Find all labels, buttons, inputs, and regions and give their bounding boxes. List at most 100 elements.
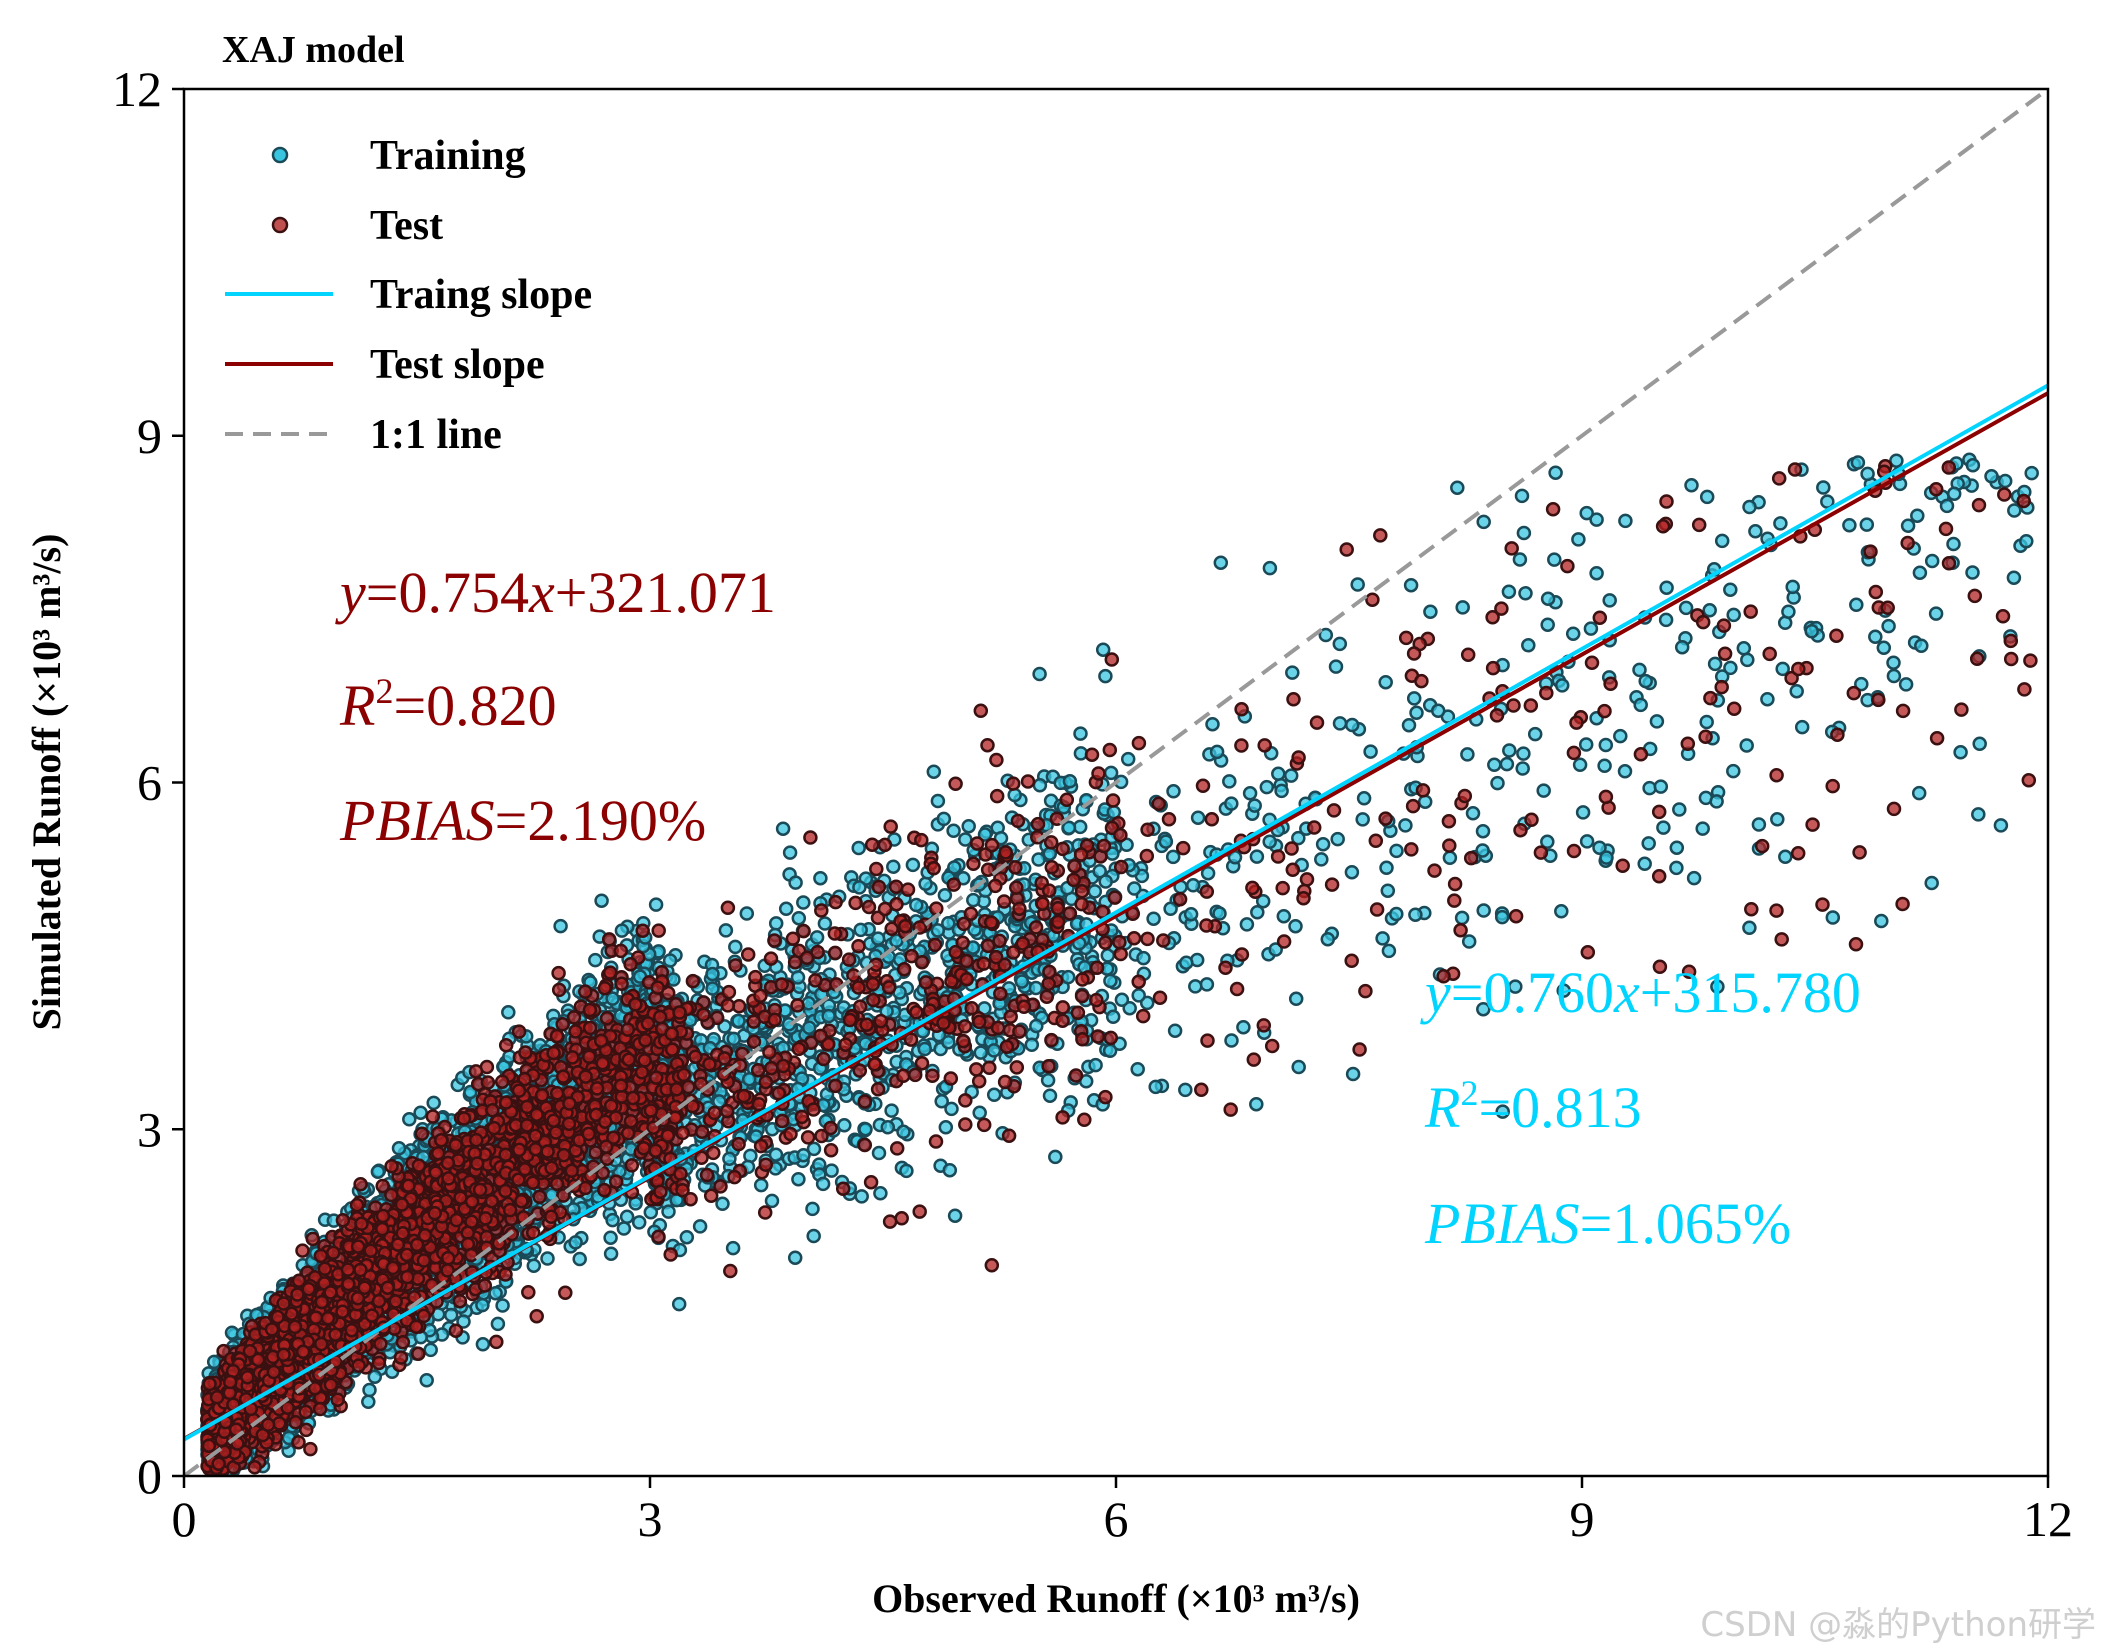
training-point (1820, 494, 1835, 509)
training-point (475, 1297, 490, 1313)
training-point (1516, 525, 1532, 541)
training-point (972, 1105, 987, 1121)
training-point (1618, 513, 1633, 529)
training-point (362, 1382, 377, 1398)
training-point (1965, 565, 1980, 580)
training-point (614, 923, 630, 938)
training-point (768, 916, 784, 931)
training-point (1502, 743, 1517, 758)
training-point (926, 764, 942, 779)
training-point (1773, 516, 1788, 531)
training-point (1276, 908, 1292, 924)
training-point (1723, 582, 1738, 597)
training-point (1849, 597, 1864, 613)
training-point (1924, 553, 1940, 569)
training-point (817, 916, 833, 931)
training-point (739, 906, 755, 921)
training-point (854, 1189, 869, 1204)
training-point (1105, 1009, 1121, 1025)
training-point (1748, 524, 1763, 539)
training-point (1283, 768, 1299, 783)
training-point (1778, 849, 1793, 865)
training-point (426, 1095, 441, 1111)
training-point (1040, 1073, 1056, 1088)
training-point (1589, 565, 1604, 581)
training-point (1403, 577, 1419, 593)
training-point (1236, 1019, 1251, 1035)
training-point (1742, 499, 1757, 515)
training-point (679, 1229, 695, 1245)
training-point (1997, 473, 2013, 489)
training-point (1794, 719, 1810, 735)
training-point (725, 1240, 741, 1256)
training-point (1136, 950, 1151, 966)
training-point (631, 1215, 647, 1230)
training-point (1242, 786, 1258, 801)
training-point (778, 901, 794, 917)
training-point (1912, 565, 1928, 580)
training-point (1669, 860, 1684, 876)
training-point (1389, 906, 1404, 922)
training-point (824, 1163, 839, 1178)
training-point (775, 821, 791, 836)
training-point (1406, 691, 1422, 706)
training-point (787, 1250, 803, 1265)
training-point (619, 1209, 635, 1225)
training-point (753, 1177, 769, 1193)
training-point (884, 1103, 899, 1118)
training-point (361, 1394, 376, 1410)
training-point (1540, 617, 1555, 632)
training-point (1653, 779, 1669, 794)
training-point (1199, 977, 1215, 992)
training-point (1224, 796, 1239, 811)
training-point (1409, 705, 1424, 721)
training-point (1816, 480, 1831, 495)
training-point (1190, 810, 1206, 825)
training-point (1972, 736, 1987, 752)
training-point (918, 876, 933, 892)
training-point (402, 1112, 417, 1127)
training-point (1707, 656, 1723, 672)
training-point (1148, 1079, 1163, 1095)
training-point (603, 1230, 618, 1245)
training-point (1315, 836, 1331, 852)
training-point (1423, 604, 1438, 620)
training-point (1450, 480, 1465, 495)
training-point (1188, 979, 1203, 994)
training-point (1274, 783, 1289, 799)
training-point (1736, 641, 1752, 656)
training-point (1389, 843, 1404, 859)
training-point (1579, 505, 1594, 521)
training-point (961, 818, 976, 834)
training-point (1900, 518, 1916, 533)
training-point (1061, 820, 1077, 835)
training-point (692, 1219, 708, 1234)
training-point (1167, 1023, 1183, 1038)
training-point (1131, 988, 1146, 1003)
training-point (791, 1171, 806, 1187)
training-point (1475, 823, 1491, 839)
training-point (1684, 478, 1699, 493)
chart-title: XAJ model (222, 29, 405, 71)
training-point (1501, 584, 1517, 599)
training-point (1103, 765, 1119, 781)
training-point (1751, 817, 1767, 832)
training-point (1460, 747, 1475, 762)
training-point (937, 888, 953, 903)
training-point (1554, 678, 1570, 693)
training-point (1674, 639, 1690, 655)
training-point (1658, 612, 1674, 628)
training-point (1739, 738, 1754, 753)
training-point (1165, 849, 1181, 865)
training-point (1641, 836, 1656, 851)
training-point (1785, 579, 1800, 595)
training-point (1876, 640, 1892, 656)
training-point (815, 1176, 831, 1192)
training-point (958, 832, 973, 847)
training-point (813, 870, 828, 886)
training-point (1515, 761, 1530, 776)
training-point (1320, 931, 1336, 947)
training-point (1726, 607, 1741, 623)
training-point (1381, 943, 1397, 959)
